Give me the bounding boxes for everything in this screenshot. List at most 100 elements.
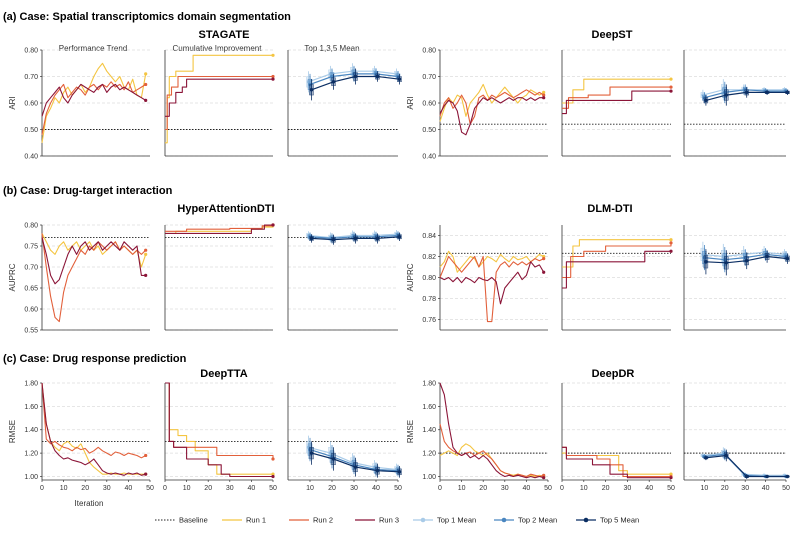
stagate-cumulative-line-run3 [165,78,273,117]
deepdr-cumulative-line-run1 [562,452,671,475]
deeptta-cumulative-xtick-label-3: 30 [226,485,234,492]
dlm-dti-cumulative-end-run1 [669,238,673,242]
deeptta-trend-ytick-label-2: 1.40 [24,427,38,434]
x-axis-label: Iteration [75,499,104,508]
deeptta-trend-xtick-label-0: 0 [40,485,44,492]
deeptta-trend-end-run3 [144,472,148,476]
deepst-topmean-point-top5-3 [765,90,769,95]
stagate-trend-ytick-label-3: 0.70 [24,74,38,81]
deeptta-cumulative-xtick-label-0: 0 [163,485,167,492]
deeptta-trend-ytick-label-1: 1.20 [24,451,38,458]
deeptta-topmean-point-top5-1 [331,457,336,461]
panel-hyperattentiondti-topmean [287,224,402,331]
stagate-trend-end-run3 [144,98,148,102]
deepdr-trend-ytick-label-0: 1.00 [422,474,436,481]
deeptta-cumulative-xtick-label-1: 10 [183,485,191,492]
legend-top1-swatch-marker [420,517,426,523]
dlm-dti-topmean-point-top5-2 [745,259,749,263]
case-title-dlm-dti: DLM-DTI [587,203,632,215]
stagate-topmean-point-top2-2 [352,72,356,76]
deeptta-cumulative-xtick-label-2: 20 [204,485,212,492]
legend-run1-label: Run 1 [246,516,266,525]
hyperattentiondti-topmean-point-top5-1 [331,238,336,242]
hyperattentiondti-cumulative-end-run3 [271,223,275,227]
deeptta-topmean-xtick-label-4: 40 [372,485,380,492]
hyperattentiondti-trend-end-run1 [144,252,148,256]
deepdr-cumulative-end-run3 [669,476,673,480]
deepst-topmean-point-top5-1 [724,93,728,97]
panel-deeptta-cumulative: 0 10 20 30 40 50 [163,382,277,492]
panel-deepdr-topmean: 10 20 30 40 50 [683,382,790,492]
deepdr-trend-xtick-label-0: 0 [438,485,442,492]
deepst-cumulative-line-run1 [562,78,671,104]
deepst-trend-line-run1 [439,83,544,122]
deeptta-cumulative-xtick-label-5: 50 [269,485,277,492]
deeptta-topmean-point-top5-4 [397,470,402,474]
stagate-topmean-point-top1-1 [328,72,333,76]
deepdr-topmean-xtick-label-3: 30 [741,485,749,492]
panel-deepdr-trend: 1.00 1.20 1.40 1.60 1.80 RMSE 0 10 20 30 40 50 [406,381,552,493]
deepst-trend-ytick-label-3: 0.70 [422,74,436,81]
dlm-dti-trend-end-run3 [542,270,546,274]
case-title-deeptta: DeepTTA [200,368,248,380]
hyperattentiondti-trend-ytick-label-4: 0.75 [24,244,38,251]
deepst-topmean-point-top5-4 [785,90,790,95]
col-label-topmean: Top 1,3,5 Mean [304,44,359,53]
deepdr-trend-line-run1 [439,443,544,478]
deepst-trend-ytick-label-0: 0.40 [422,154,436,161]
stagate-topmean-point-top5-0 [309,88,314,92]
deepst-cumulative-end-run1 [669,77,673,81]
deepdr-topmean-point-top5-4 [785,474,790,479]
deepst-trend-ytick-label-4: 0.80 [422,48,436,55]
deeptta-topmean-point-top5-3 [375,468,380,473]
deepdr-cumulative-line-run3 [562,446,671,479]
deeptta-topmean-point-top5-0 [309,451,314,455]
deeptta-trend-line-run3 [41,382,146,476]
deeptta-topmean-point-top2-0 [308,447,312,452]
legend-top5-label: Top 5 Mean [600,516,639,525]
dlm-dti-trend-line-run2 [439,255,544,323]
dlm-dti-cumulative-end-run3 [669,249,673,253]
deepdr-trend-xtick-label-3: 30 [501,485,509,492]
dlm-dti-trend-ytick-label-3: 0.82 [422,254,436,261]
deepdr-cumulative-xtick-label-4: 40 [645,485,653,492]
stagate-cumulative-end-run3 [271,77,275,81]
dlm-dti-topmean-point-top5-1 [724,261,728,265]
deepdr-trend-ytick-label-1: 1.20 [422,451,436,458]
deepst-cumulative-line-run3 [562,90,671,115]
deepst-trend-ylabel: ARI [406,96,415,109]
stagate-topmean-point-top5-3 [375,74,380,79]
legend-run3-label: Run 3 [379,516,399,525]
stagate-trend-line-run2 [41,81,146,135]
deepst-trend-ytick-label-2: 0.60 [422,101,436,108]
dlm-dti-topmean-point-top5-4 [785,256,790,261]
hyperattentiondti-trend-line-run3 [41,237,146,285]
hyperattentiondti-topmean-point-top5-4 [397,235,402,239]
section-title-c: (c) Case: Drug response prediction [3,353,187,365]
dlm-dti-trend-ytick-label-0: 0.76 [422,317,436,324]
dlm-dti-trend-ytick-label-4: 0.84 [422,233,436,240]
deepdr-trend-ytick-label-2: 1.40 [422,427,436,434]
stagate-topmean-point-top5-4 [397,77,402,81]
deepst-cumulative-end-run3 [669,89,673,93]
deeptta-topmean-point-top5-2 [353,465,358,469]
deepdr-trend-xtick-label-1: 10 [458,485,466,492]
legend-top2-label: Top 2 Mean [518,516,557,525]
deepdr-trend-xtick-label-4: 40 [523,485,531,492]
panel-deepst-topmean [683,49,790,157]
deepst-trend-line-run2 [439,89,544,125]
panel-deepst-cumulative [561,49,673,157]
hyperattentiondti-topmean-point-top5-0 [309,236,314,241]
deepst-trend-end-run2 [542,93,546,97]
deeptta-cumulative-line-run1 [165,382,273,475]
deeptta-cumulative-line-run3 [165,382,273,478]
dlm-dti-cumulative-line-run2 [562,242,672,279]
stagate-trend-ylabel: ARI [8,96,17,109]
deepdr-topmean-point-top5-3 [765,474,769,479]
hyperattentiondti-cumulative-line-run2 [165,225,274,232]
stagate-trend-ytick-label-2: 0.60 [24,101,38,108]
panel-deeptta-topmean: 10 20 30 40 50 [287,382,402,492]
stagate-topmean-point-top1-0 [306,80,311,84]
deeptta-trend-xtick-label-5: 50 [146,485,154,492]
deeptta-trend-line-run2 [41,382,146,459]
